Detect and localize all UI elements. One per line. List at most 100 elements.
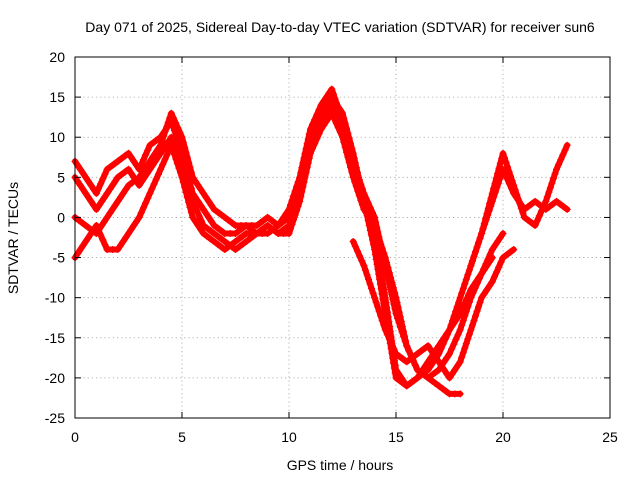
data-point-marker xyxy=(543,193,551,201)
data-point-marker xyxy=(411,361,419,369)
data-point-marker xyxy=(221,213,229,221)
data-point-marker xyxy=(367,231,375,239)
data-point-marker xyxy=(427,362,435,370)
data-point-marker xyxy=(143,161,151,169)
data-point-marker xyxy=(387,274,395,282)
data-point-marker xyxy=(487,194,495,202)
satellite-track-2 xyxy=(71,101,496,382)
data-point-marker xyxy=(146,157,154,165)
data-point-marker xyxy=(528,200,535,208)
data-point-marker xyxy=(264,230,272,237)
data-point-marker xyxy=(271,224,279,232)
data-point-marker xyxy=(189,173,197,181)
data-point-marker xyxy=(323,117,330,125)
data-point-marker xyxy=(202,193,210,201)
data-point-marker xyxy=(421,345,428,352)
data-point-marker xyxy=(125,165,132,173)
data-point-marker xyxy=(363,271,371,279)
data-point-marker xyxy=(106,185,114,193)
data-point-marker xyxy=(187,208,195,216)
data-point-marker xyxy=(191,177,199,185)
data-point-marker xyxy=(356,178,364,186)
data-point-marker xyxy=(560,203,568,211)
x-tick-label: 15 xyxy=(388,429,404,445)
data-point-marker xyxy=(377,240,385,248)
data-point-marker xyxy=(344,153,352,161)
data-point-marker xyxy=(384,264,392,272)
data-point-marker xyxy=(328,109,336,117)
data-point-marker xyxy=(117,193,124,201)
data-point-marker xyxy=(427,346,435,354)
data-point-marker xyxy=(468,321,476,329)
data-point-marker xyxy=(435,382,443,390)
data-point-marker xyxy=(328,85,336,93)
data-point-marker xyxy=(130,222,138,229)
data-point-marker xyxy=(516,200,524,208)
data-point-marker xyxy=(125,181,132,189)
data-point-marker xyxy=(559,151,567,159)
data-point-marker xyxy=(130,157,138,165)
data-point-marker xyxy=(497,258,505,266)
data-point-marker xyxy=(378,290,386,298)
data-point-marker xyxy=(132,176,140,184)
data-point-marker xyxy=(396,313,404,321)
data-point-marker xyxy=(464,303,472,311)
data-point-marker xyxy=(392,350,400,358)
data-point-marker xyxy=(462,307,470,315)
data-point-marker xyxy=(441,335,449,343)
data-point-marker xyxy=(476,298,484,306)
data-point-marker xyxy=(452,307,460,315)
data-point-marker xyxy=(95,226,103,233)
data-point-marker xyxy=(111,201,119,209)
data-point-marker xyxy=(161,156,169,164)
data-point-marker xyxy=(287,209,294,217)
data-point-marker xyxy=(186,163,194,171)
data-point-marker xyxy=(345,158,353,166)
data-point-marker xyxy=(472,312,479,320)
data-point-marker xyxy=(331,97,338,105)
data-point-marker xyxy=(430,350,437,358)
data-point-marker xyxy=(448,345,456,353)
data-point-marker xyxy=(137,161,145,168)
data-point-marker xyxy=(390,359,397,367)
data-point-marker xyxy=(377,312,385,320)
data-point-marker xyxy=(553,165,560,173)
data-point-marker xyxy=(299,167,307,175)
data-point-marker xyxy=(446,374,453,382)
data-point-marker xyxy=(293,191,301,198)
data-point-marker xyxy=(495,164,503,172)
data-point-marker xyxy=(90,185,98,193)
data-point-marker xyxy=(531,222,539,229)
data-point-marker xyxy=(109,205,116,213)
data-point-marker xyxy=(315,130,323,138)
data-point-marker xyxy=(455,298,463,306)
data-point-marker xyxy=(468,257,476,265)
data-point-marker xyxy=(330,114,338,122)
data-point-marker xyxy=(148,185,156,193)
axis-ticks: 0 5 10 15 20 25 -25 -20 -15 -10 -5 0 5 10 15 20 xyxy=(45,49,618,445)
data-point-marker xyxy=(403,382,411,390)
data-point-marker xyxy=(510,181,518,189)
data-point-marker xyxy=(467,294,475,302)
data-point-marker xyxy=(478,294,486,302)
data-point-marker xyxy=(388,340,396,348)
data-point-marker xyxy=(400,327,407,335)
data-point-marker xyxy=(260,216,268,224)
data-point-marker xyxy=(84,234,92,241)
data-point-marker xyxy=(287,225,294,233)
data-point-marker xyxy=(82,189,90,197)
data-point-marker xyxy=(179,138,187,146)
data-point-marker xyxy=(163,123,171,131)
data-point-marker xyxy=(392,374,400,382)
data-point-marker xyxy=(92,230,100,237)
data-point-marker xyxy=(300,162,308,170)
data-point-marker xyxy=(239,240,247,248)
data-point-marker xyxy=(193,207,201,215)
data-point-marker xyxy=(456,358,464,366)
data-point-marker xyxy=(390,364,398,372)
data-point-marker xyxy=(298,172,306,180)
data-point-marker xyxy=(490,184,498,192)
data-point-marker xyxy=(161,128,169,135)
data-point-marker xyxy=(109,181,116,189)
data-point-marker xyxy=(199,230,207,237)
